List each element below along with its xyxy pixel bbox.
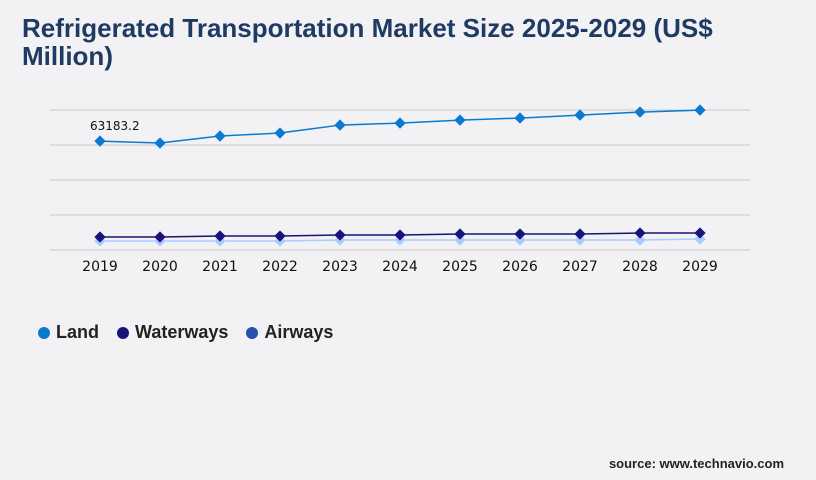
legend-label: Airways	[264, 322, 334, 342]
legend-label: Land	[56, 322, 99, 342]
legend-label: Waterways	[135, 322, 229, 342]
source-note: source: www.technavio.com	[608, 456, 784, 471]
data-point-waterways	[634, 227, 646, 239]
x-tick-label: 2022	[262, 259, 298, 275]
data-point-airways	[634, 234, 646, 246]
data-point-airways	[694, 233, 706, 245]
data-point-land	[394, 117, 406, 129]
data-point-waterways	[274, 230, 286, 242]
data-point-land	[154, 137, 166, 149]
data-point-waterways	[514, 228, 526, 240]
legend: Land Waterways Airways	[38, 322, 333, 343]
data-point-land	[514, 112, 526, 124]
data-point-waterways	[694, 227, 706, 239]
data-point-waterways	[454, 228, 466, 240]
x-tick-label: 2026	[502, 259, 538, 275]
legend-item-airways[interactable]: Airways	[246, 322, 333, 343]
x-tick-label: 2024	[382, 259, 418, 275]
data-point-waterways	[574, 228, 586, 240]
data-label: 63183.2	[90, 119, 140, 133]
legend-marker	[38, 326, 50, 339]
data-point-waterways	[334, 229, 346, 241]
data-point-land	[454, 114, 466, 126]
data-point-land	[274, 127, 286, 139]
x-tick-label: 2023	[322, 259, 358, 275]
x-tick-label: 2019	[82, 259, 118, 275]
data-point-waterways	[214, 230, 226, 242]
data-point-waterways	[394, 229, 406, 241]
data-point-land	[574, 109, 586, 121]
line-chart: 2019 2020 2021 2022 2023 2024 2025 2026 2027 2028…	[50, 104, 750, 275]
data-point-airways	[574, 234, 586, 246]
data-point-waterways	[154, 231, 166, 243]
data-point-land	[334, 119, 346, 131]
x-tick-label: 2021	[202, 259, 238, 275]
data-point-land	[634, 106, 646, 118]
data-point-airways	[454, 234, 466, 246]
x-tick-label: 2027	[562, 259, 598, 275]
legend-item-land[interactable]: Land	[38, 322, 99, 343]
x-tick-label: 2028	[622, 259, 658, 275]
x-tick-label: 2020	[142, 259, 178, 275]
data-point-land	[214, 130, 226, 142]
x-tick-label: 2025	[442, 259, 478, 275]
legend-marker	[117, 326, 129, 339]
chart-title: Refrigerated Transportation Market Size …	[22, 13, 713, 71]
data-point-land	[694, 104, 706, 116]
legend-marker	[246, 326, 259, 339]
data-point-airways	[514, 234, 526, 246]
x-tick-label: 2029	[682, 259, 718, 275]
legend-item-waterways[interactable]: Waterways	[117, 322, 228, 343]
